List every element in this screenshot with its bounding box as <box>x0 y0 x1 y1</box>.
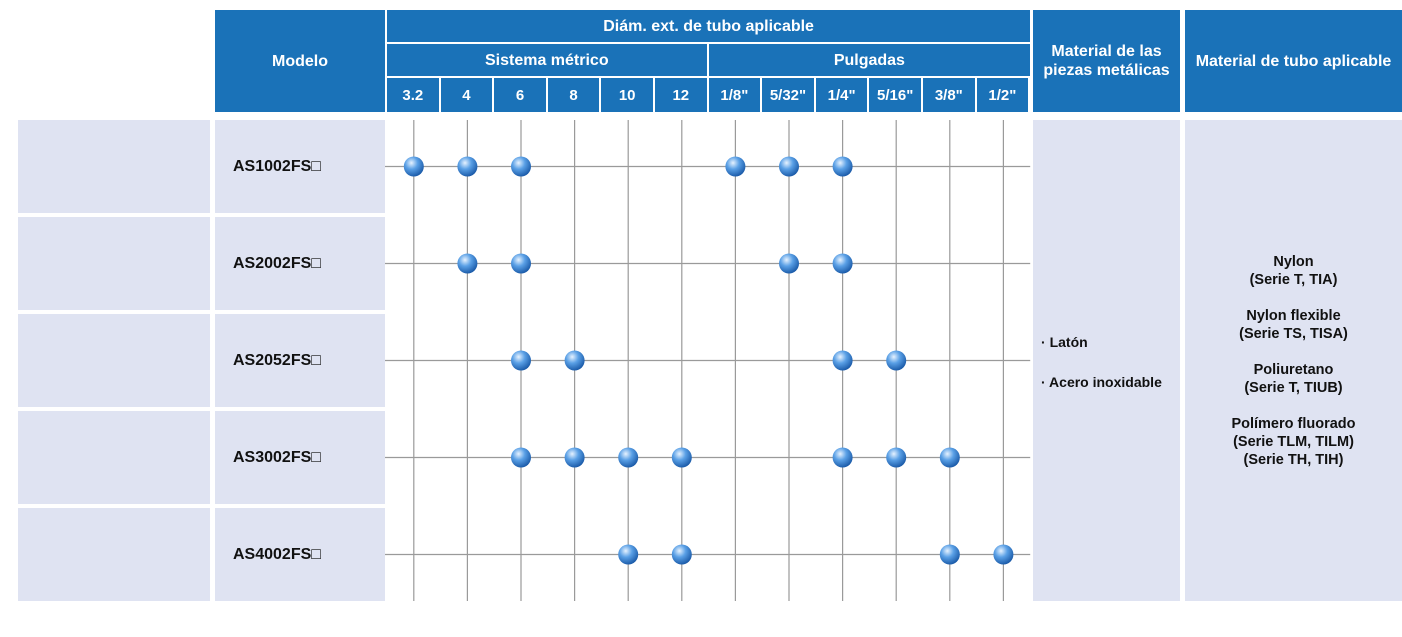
tube-series: (Serie TH, TIH) <box>1243 451 1344 468</box>
metric-header: Sistema métrico <box>387 44 707 76</box>
tube-series: (Serie T, TIUB) <box>1244 379 1343 396</box>
tube-series: (Serie T, TIA) <box>1249 271 1338 288</box>
dot <box>618 544 639 565</box>
dot <box>832 447 853 468</box>
dot <box>779 156 799 177</box>
size-header: 4 <box>440 78 493 112</box>
metal-cell: LatónAcero inoxidable <box>1033 120 1180 601</box>
size-header: 12 <box>655 78 707 112</box>
metal-item: Latón <box>1041 333 1171 373</box>
tube-material-header: Material de tubo aplicable <box>1185 10 1402 112</box>
tube-name: Nylon <box>1273 253 1314 270</box>
dot <box>403 156 424 177</box>
dot <box>832 253 853 274</box>
metal-header: Material de las piezas metálicas <box>1033 10 1180 112</box>
size-header: 3.2 <box>387 78 439 112</box>
dot <box>564 350 585 371</box>
tube-series: (Serie TS, TISA) <box>1239 325 1348 342</box>
dot <box>939 544 960 565</box>
tube-od-header: Diám. ext. de tubo aplicable <box>387 10 1031 42</box>
dot <box>511 447 531 468</box>
model-cell: AS2052FS□ <box>215 314 385 407</box>
tube-group: Polímero fluorado (Serie TLM, TILM) (Serie… <box>1231 415 1355 469</box>
size-header: 1/2" <box>976 78 1029 112</box>
dot <box>832 350 853 371</box>
size-header: 5/16" <box>869 78 921 112</box>
dot <box>511 350 531 371</box>
dot <box>671 447 692 468</box>
dot <box>779 253 799 274</box>
tube-name: Poliuretano <box>1253 361 1334 378</box>
model-cell: AS1002FS□ <box>215 120 385 213</box>
tube-name: Polímero fluorado <box>1231 415 1356 432</box>
dot <box>886 350 907 371</box>
model-header: Modelo <box>215 10 385 112</box>
dot <box>511 156 531 177</box>
product-image-cell <box>18 120 210 213</box>
product-image-cell <box>18 508 210 601</box>
tube-group: Poliuretano (Serie T, TIUB) <box>1244 361 1342 397</box>
size-header: 6 <box>494 78 546 112</box>
size-header: 10 <box>601 78 653 112</box>
model-cell: AS4002FS□ <box>215 508 385 601</box>
dot <box>457 253 478 274</box>
tube-material-cell: Nylon (Serie T, TIA) Nylon flexible (Serie … <box>1185 120 1402 601</box>
dot <box>832 156 853 177</box>
dot <box>457 156 478 177</box>
dot <box>511 253 531 274</box>
size-header: 5/32" <box>762 78 814 112</box>
model-cell: AS2002FS□ <box>215 217 385 310</box>
dot <box>886 447 907 468</box>
size-header: 1/8" <box>708 78 761 112</box>
model-cell: AS3002FS□ <box>215 411 385 504</box>
dot <box>618 447 639 468</box>
dot <box>725 156 746 177</box>
tube-group: Nylon (Serie T, TIA) <box>1250 253 1338 289</box>
product-image-cell <box>18 314 210 407</box>
tube-series: (Serie TLM, TILM) <box>1233 433 1354 450</box>
dot <box>993 544 1014 565</box>
dot <box>671 544 692 565</box>
product-image-cell <box>18 217 210 310</box>
metal-item: Acero inoxidable <box>1041 373 1171 413</box>
inch-header: Pulgadas <box>708 44 1031 76</box>
tube-group: Nylon flexible (Serie TS, TISA) <box>1239 307 1348 343</box>
size-header: 1/4" <box>815 78 868 112</box>
size-header: 3/8" <box>923 78 975 112</box>
product-image-cell <box>18 411 210 504</box>
tube-name: Nylon flexible <box>1246 307 1341 324</box>
dot <box>939 447 960 468</box>
size-header: 8 <box>547 78 600 112</box>
dot <box>564 447 585 468</box>
